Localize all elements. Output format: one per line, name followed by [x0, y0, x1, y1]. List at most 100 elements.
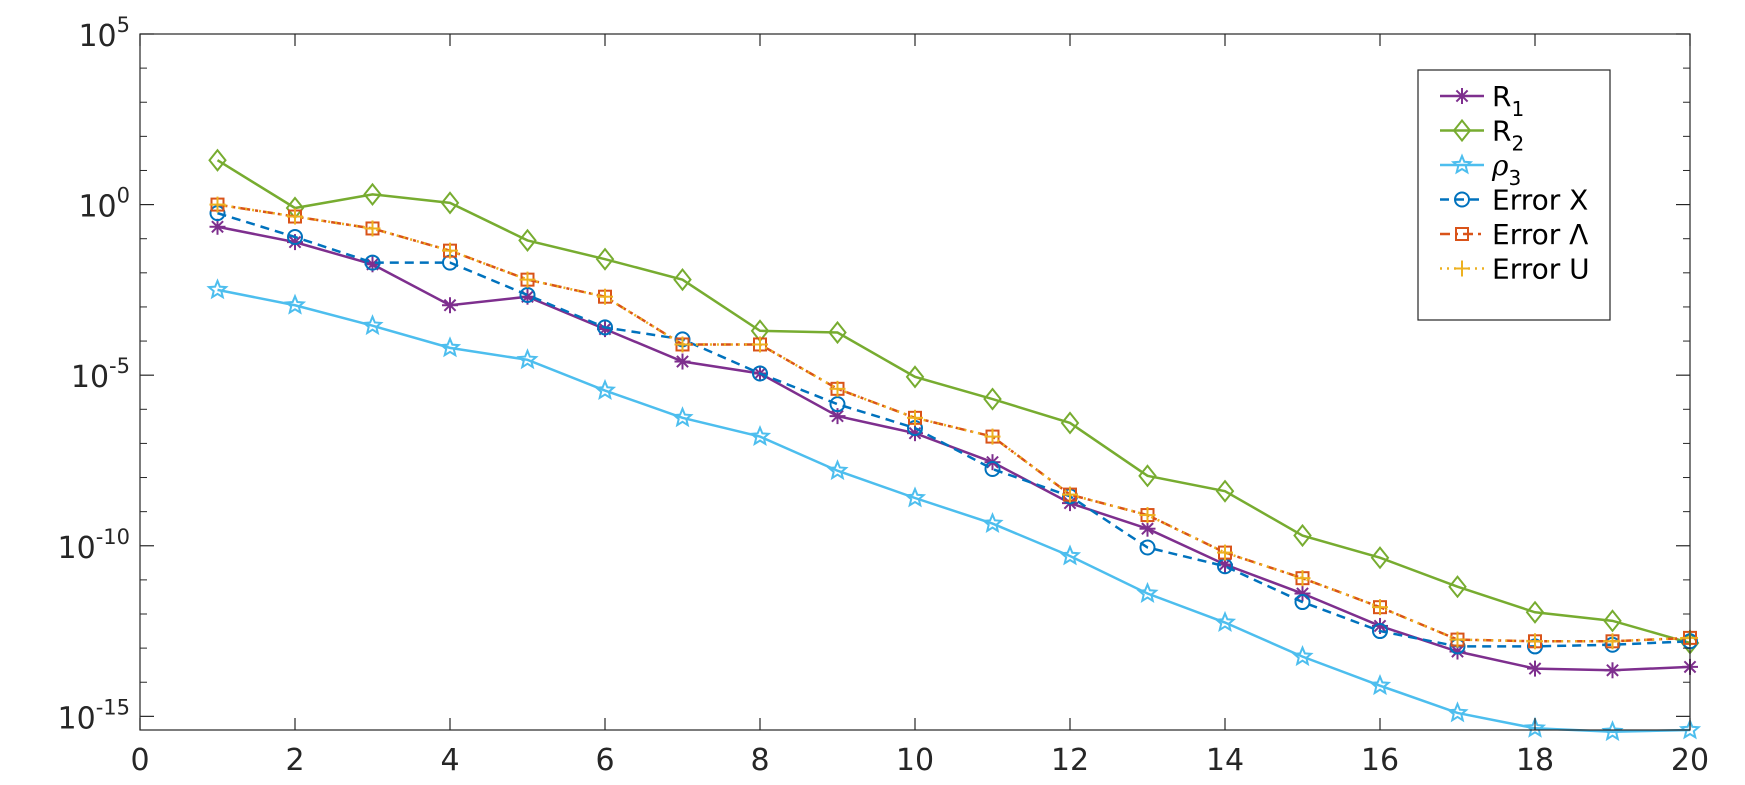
x-tick-label: 14	[1206, 743, 1244, 778]
data-point-error-x	[287, 229, 303, 245]
data-point-rho3	[1136, 581, 1159, 603]
data-point-error-u	[1062, 486, 1078, 503]
series-rho3	[206, 278, 1702, 742]
data-point-error-u	[1372, 599, 1388, 616]
x-tick-label: 20	[1671, 743, 1709, 778]
data-point-rho3	[1523, 716, 1547, 738]
legend-item-error-u: Error U	[1440, 253, 1590, 286]
series-line-error-u	[217, 203, 1691, 643]
data-point-rho3	[1678, 718, 1702, 740]
data-point-rho3	[283, 293, 307, 315]
data-point-rho3	[438, 336, 462, 358]
data-point-rho3	[361, 314, 384, 336]
data-point-r2	[518, 228, 537, 253]
series-line-r1	[217, 225, 1691, 672]
data-point-error-u	[1294, 570, 1311, 587]
data-point-r2	[1060, 411, 1080, 435]
data-point-r2	[1525, 600, 1545, 624]
data-point-error-u	[907, 409, 923, 426]
data-point-rho3	[748, 424, 772, 447]
legend-marker	[1454, 191, 1470, 208]
series-line-rho3	[217, 288, 1691, 733]
y-tick-label: 100	[78, 184, 130, 225]
axes-layer: 0 2 4 6 8 10 12 14 16 18 20 105 100 10-5 10-10 10-15	[58, 13, 1710, 778]
legend-label: R2	[1492, 115, 1524, 156]
data-point-error-x	[597, 319, 613, 336]
data-point-r2	[828, 320, 847, 345]
series-line-r2	[216, 159, 1691, 645]
legend-label: Error Λ	[1492, 218, 1588, 251]
data-point-r2	[440, 191, 460, 215]
legend-marker	[1454, 88, 1470, 104]
legend-label: R1	[1492, 80, 1524, 121]
legend-label: Error X	[1492, 184, 1588, 217]
data-point-rho3	[981, 511, 1004, 534]
legend-marker	[1455, 227, 1469, 241]
y-tick-label: 10-10	[58, 525, 131, 566]
legend-box	[1417, 69, 1611, 321]
x-tick-label: 8	[750, 743, 769, 778]
series-line-error-x	[217, 211, 1691, 648]
data-point-rho3	[1601, 720, 1624, 742]
data-point-r2	[1138, 464, 1157, 488]
legend-label: ρ3	[1491, 149, 1521, 190]
data-point-error-x	[519, 287, 536, 303]
data-point-error-u	[1527, 633, 1543, 650]
data-point-r2	[1293, 523, 1312, 548]
data-point-error-u	[829, 380, 846, 397]
data-point-r2	[1448, 575, 1467, 599]
y-tick-label: 10-5	[71, 354, 130, 395]
x-tick-label: 12	[1051, 743, 1089, 778]
legend-item-error-x: Error X	[1440, 184, 1588, 217]
x-tick-label: 10	[896, 743, 934, 778]
x-tick-label: 4	[440, 743, 459, 778]
data-point-error-x	[829, 396, 846, 413]
series-error-u	[209, 196, 1698, 650]
data-point-rho3	[206, 278, 229, 300]
data-point-r2	[1603, 609, 1622, 633]
legend-item-r1: R1	[1440, 80, 1524, 121]
data-point-rho3	[903, 486, 927, 508]
data-point-r2	[1370, 546, 1390, 570]
x-tick-label: 16	[1361, 743, 1399, 778]
legend-marker	[1450, 153, 1474, 175]
data-point-rho3	[1446, 701, 1469, 723]
legend-marker	[1452, 118, 1472, 143]
data-point-error-u	[519, 271, 536, 288]
legend-item-rho3: ρ3	[1440, 149, 1521, 190]
legend-item-r2: R2	[1440, 115, 1524, 156]
data-point-error-x	[752, 365, 768, 382]
data-point-r2	[208, 148, 227, 172]
x-tick-label: 18	[1516, 743, 1554, 778]
data-point-error-u	[674, 336, 691, 353]
series-layer	[206, 148, 1702, 742]
data-point-error-u	[209, 196, 226, 213]
data-point-r2	[673, 268, 692, 292]
data-point-error-u	[287, 208, 303, 225]
data-point-r2	[905, 365, 925, 389]
data-point-error-u	[597, 288, 613, 305]
data-point-error-u	[1139, 507, 1156, 524]
data-point-r2	[1215, 479, 1235, 503]
legend-item-error-lambda: Error Λ	[1440, 218, 1588, 251]
x-tick-label: 6	[595, 743, 614, 778]
data-point-r1	[1527, 660, 1543, 677]
legend-label: Error U	[1492, 253, 1590, 286]
data-point-error-x	[1139, 539, 1156, 556]
y-tick-label: 105	[78, 13, 130, 54]
data-point-rho3	[1058, 544, 1082, 566]
data-point-r1	[1604, 662, 1621, 679]
data-point-rho3	[671, 406, 694, 428]
data-point-error-u	[752, 336, 768, 353]
data-point-r2	[595, 247, 615, 271]
data-point-rho3	[1291, 645, 1314, 667]
x-tick-label: 0	[130, 743, 149, 778]
data-point-error-x	[1294, 594, 1311, 611]
data-point-error-u	[1217, 544, 1233, 561]
data-point-r1	[1139, 520, 1156, 537]
data-point-error-x	[364, 254, 381, 271]
data-point-rho3	[516, 348, 539, 370]
y-tick-label: 10-15	[58, 695, 131, 736]
